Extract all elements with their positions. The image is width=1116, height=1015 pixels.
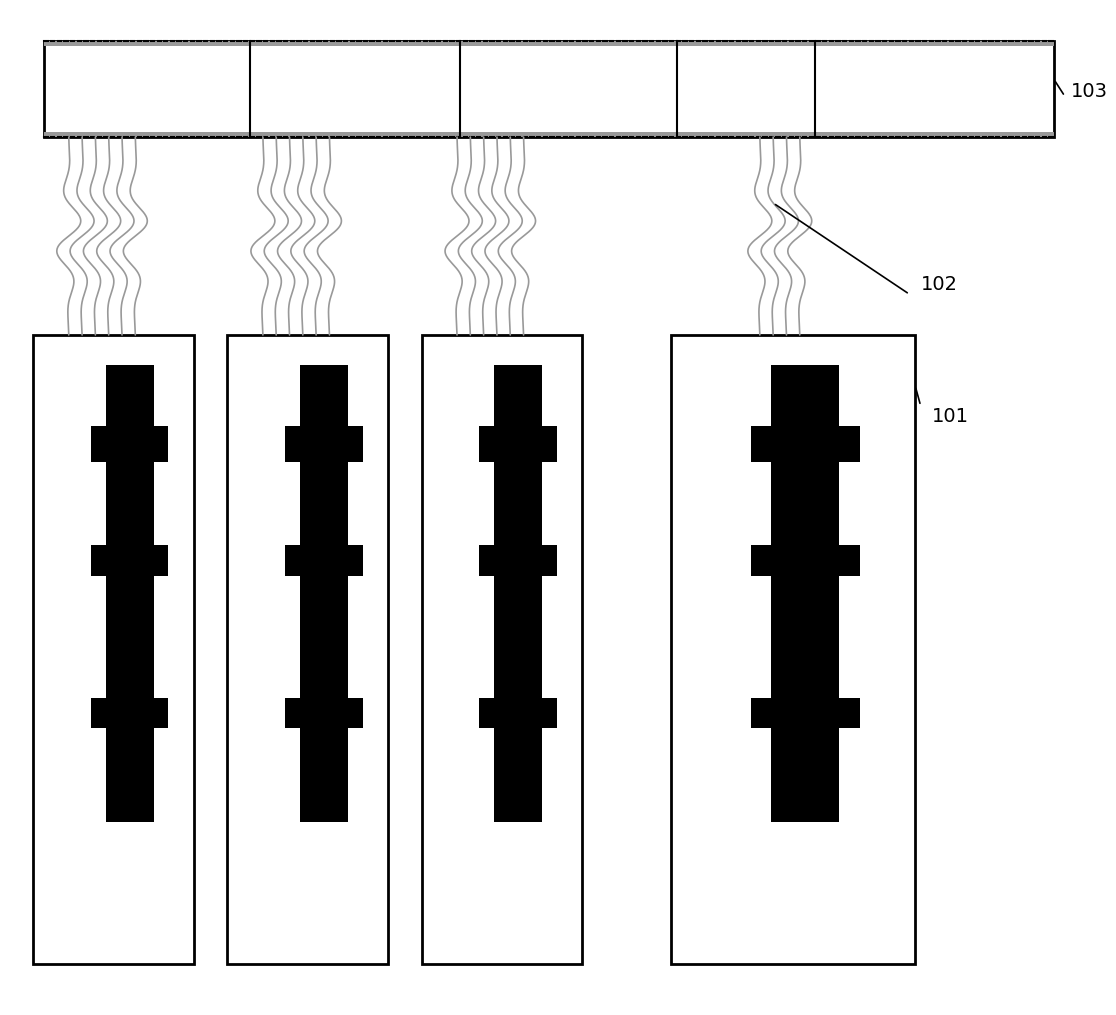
Bar <box>751 545 860 576</box>
Bar <box>92 697 169 728</box>
Bar <box>106 728 154 822</box>
Bar <box>494 462 542 545</box>
Bar <box>45 41 1054 46</box>
Bar <box>300 365 348 426</box>
Text: 102: 102 <box>921 275 958 293</box>
Bar <box>480 545 557 576</box>
Bar <box>33 335 194 964</box>
Bar <box>771 462 839 545</box>
Bar <box>422 335 583 964</box>
Bar <box>751 697 860 728</box>
Bar <box>751 426 860 462</box>
Bar <box>494 728 542 822</box>
Bar <box>92 426 169 462</box>
Bar <box>771 365 839 426</box>
Bar <box>300 576 348 697</box>
Bar <box>771 576 839 697</box>
Bar <box>300 728 348 822</box>
Bar <box>286 697 363 728</box>
Bar <box>480 426 557 462</box>
Bar <box>45 132 1054 137</box>
Bar <box>106 462 154 545</box>
Bar <box>106 365 154 426</box>
Bar <box>286 545 363 576</box>
Bar <box>671 335 915 964</box>
Bar <box>45 41 1054 137</box>
Bar <box>106 576 154 697</box>
Bar <box>286 426 363 462</box>
Text: 103: 103 <box>1070 82 1107 100</box>
Bar <box>480 697 557 728</box>
Bar <box>300 462 348 545</box>
Bar <box>228 335 388 964</box>
Bar <box>494 365 542 426</box>
Bar <box>92 545 169 576</box>
Bar <box>494 576 542 697</box>
Bar <box>771 728 839 822</box>
Text: 101: 101 <box>932 407 969 425</box>
